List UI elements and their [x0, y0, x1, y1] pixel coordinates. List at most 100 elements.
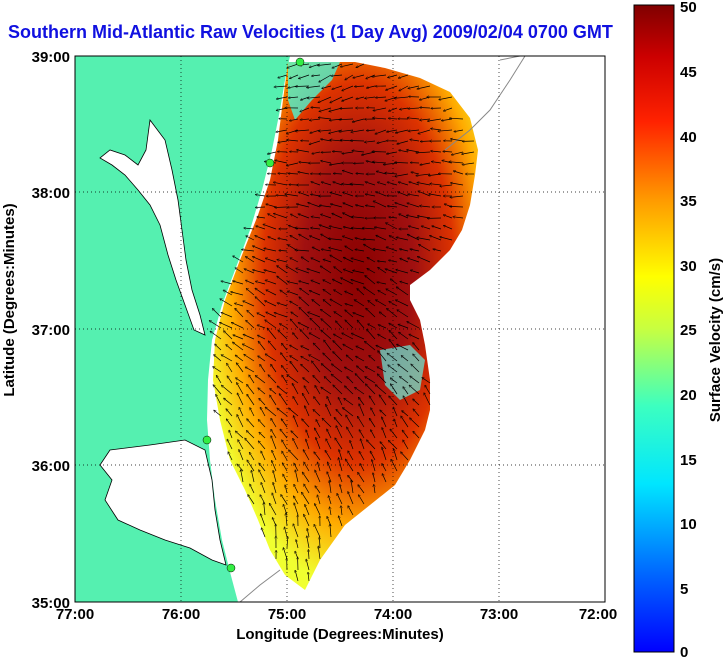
velocity-vector [247, 395, 255, 406]
velocity-vector [319, 74, 332, 82]
velocity-vector [413, 354, 420, 362]
velocity-vector [373, 107, 387, 111]
velocity-vector [227, 376, 233, 384]
velocity-vector [353, 313, 365, 318]
velocity-vector [378, 334, 387, 340]
velocity-vector [214, 355, 222, 362]
velocity-vector [399, 85, 409, 91]
velocity-vector [282, 366, 288, 373]
velocity-vector [375, 129, 387, 134]
velocity-vector [286, 266, 299, 274]
velocity-vector [299, 74, 310, 79]
x-tick-label: 76:00 [162, 606, 200, 623]
velocity-vector [444, 215, 453, 219]
colorbar-tick-label: 45 [680, 64, 697, 81]
velocity-vector [410, 140, 420, 142]
velocity-vector [356, 356, 365, 362]
velocity-vector [359, 398, 365, 406]
velocity-vector [297, 204, 310, 208]
velocity-vector [408, 194, 420, 197]
velocity-vector [343, 171, 354, 175]
velocity-vector [332, 364, 343, 373]
velocity-vector [248, 495, 255, 505]
velocity-vector [299, 308, 310, 318]
velocity-vector [333, 352, 343, 362]
velocity-vector [379, 395, 387, 406]
velocity-vector [291, 214, 299, 219]
velocity-vector [280, 429, 288, 439]
velocity-vector [295, 228, 310, 229]
velocity-vector [333, 279, 343, 285]
velocity-vector [418, 129, 431, 134]
velocity-vector [217, 376, 222, 384]
velocity-vector [314, 452, 321, 461]
velocity-vector [247, 460, 255, 472]
velocity-vector [296, 268, 310, 274]
velocity-vector [353, 118, 365, 122]
hf-radar-station [202, 435, 212, 445]
velocity-vector [376, 97, 387, 98]
velocity-vector [264, 248, 277, 252]
velocity-vector [340, 485, 343, 494]
velocity-vector [299, 281, 310, 285]
velocity-vector [371, 408, 376, 417]
velocity-vector [227, 440, 233, 450]
velocity-vector [411, 270, 420, 274]
velocity-vector [440, 237, 453, 241]
velocity-vector [382, 474, 387, 483]
velocity-vector [237, 393, 244, 406]
velocity-vector [327, 397, 332, 406]
velocity-vector [270, 395, 277, 406]
velocity-vector [323, 353, 332, 362]
velocity-vector [213, 309, 222, 318]
velocity-vector [271, 365, 277, 373]
velocity-vector [345, 386, 354, 395]
velocity-vector [314, 525, 321, 538]
velocity-vector [300, 107, 310, 112]
velocity-vector [363, 228, 376, 229]
velocity-vector [287, 162, 299, 166]
velocity-vector [289, 408, 299, 417]
velocity-vector [449, 162, 464, 164]
velocity-vector [289, 450, 299, 461]
velocity-vector [266, 290, 277, 296]
velocity-vector [432, 162, 442, 164]
velocity-vector [398, 325, 409, 329]
velocity-vector [388, 74, 398, 78]
velocity-vector [314, 397, 321, 406]
velocity-vector [356, 173, 365, 174]
velocity-vector [250, 408, 255, 417]
colorbar-tick-label: 25 [680, 322, 697, 339]
velocity-vector [291, 319, 299, 329]
velocity-vector [331, 75, 343, 76]
velocity-vector [420, 206, 431, 207]
velocity-vector [233, 281, 244, 285]
velocity-vector [287, 140, 299, 141]
colorbar [633, 4, 675, 653]
velocity-vector [328, 462, 332, 472]
velocity-vector [317, 495, 321, 505]
hf-radar-station [226, 563, 236, 573]
velocity-vector [345, 246, 354, 252]
velocity-vectors [210, 64, 475, 582]
velocity-vector [290, 118, 299, 121]
hf-radar-station [265, 158, 275, 168]
velocity-vector [282, 375, 288, 384]
velocity-vector [302, 492, 310, 505]
velocity-vector [258, 356, 266, 362]
velocity-vector [339, 458, 343, 472]
velocity-vector [324, 340, 332, 351]
velocity-vector [281, 353, 288, 362]
velocity-vector [265, 354, 277, 362]
velocity-vector [306, 430, 310, 439]
velocity-vector [318, 96, 332, 102]
velocity-vector [314, 343, 321, 351]
velocity-vector [402, 430, 409, 439]
velocity-vector [287, 375, 299, 384]
velocity-vector [303, 472, 310, 483]
velocity-vector [307, 529, 310, 538]
velocity-vector [323, 260, 332, 263]
velocity-vector [274, 86, 288, 87]
velocity-vector [387, 309, 398, 318]
velocity-vector [389, 107, 398, 111]
